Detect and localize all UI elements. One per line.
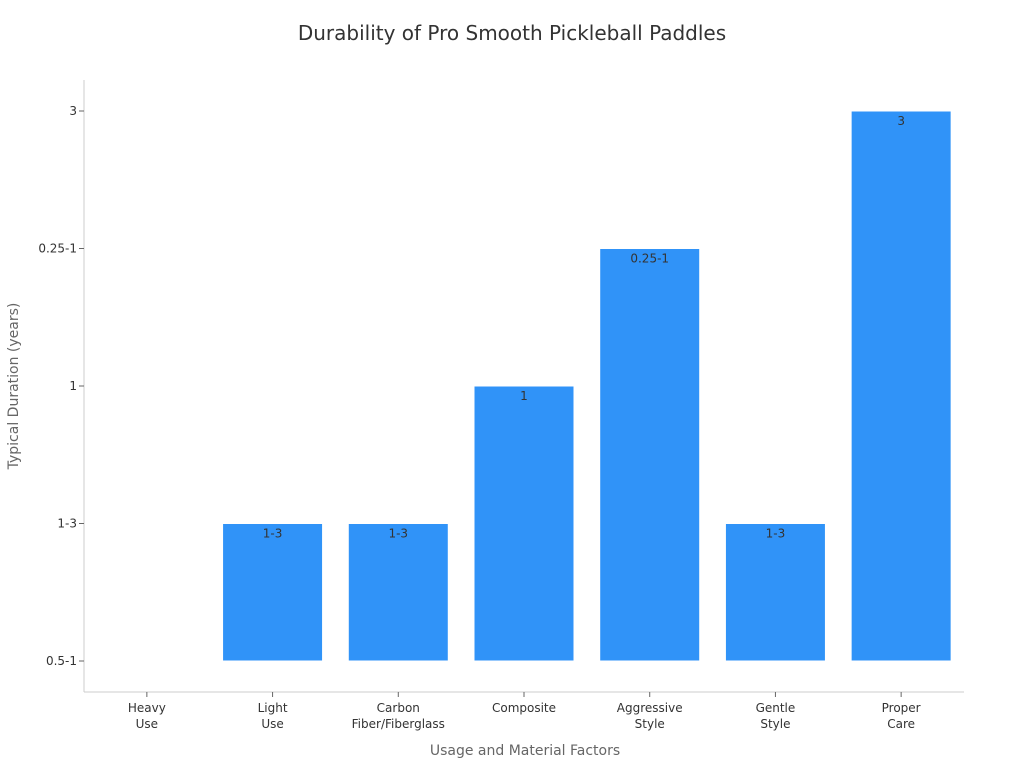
- x-tick-label: Aggressive Style: [617, 701, 683, 731]
- y-tick-label: 1-3: [57, 517, 77, 531]
- bar-data-label: 1-3: [388, 527, 408, 541]
- bar: [222, 523, 324, 662]
- bars-group: [222, 110, 952, 662]
- x-tick-label: Proper Care: [882, 701, 921, 731]
- x-tick-label: Heavy Use: [128, 701, 166, 731]
- x-ticks-group: Heavy Use Light Use Carbon Fiber/Fiberglass Co…: [128, 692, 921, 731]
- data-labels-group: 1-3 1-3 1 0.25-1 1-3 3: [263, 114, 905, 541]
- bar-data-label: 1-3: [766, 527, 786, 541]
- x-tick-label: Light Use: [258, 701, 288, 731]
- bar-data-label: 0.25-1: [630, 252, 669, 266]
- bar-data-label: 1: [520, 389, 528, 403]
- bar: [850, 110, 952, 662]
- x-tick-label: Gentle Style: [756, 701, 796, 731]
- bar: [724, 523, 826, 662]
- chart-title: Durability of Pro Smooth Pickleball Padd…: [298, 21, 726, 45]
- y-tick-label: 3: [69, 104, 77, 118]
- x-tick-label: Composite: [492, 701, 556, 715]
- y-ticks-group: 0.5-1 1-3 1 0.25-1 3: [38, 104, 84, 668]
- bar-data-label: 3: [897, 114, 905, 128]
- y-axis-label: Typical Duration (years): [6, 303, 22, 471]
- y-tick-label: 0.5-1: [46, 654, 77, 668]
- x-tick-label: Carbon Fiber/Fiberglass: [352, 701, 445, 731]
- bar: [599, 248, 701, 662]
- y-tick-label: 0.25-1: [38, 242, 77, 256]
- bar: [473, 385, 575, 662]
- bar: [347, 523, 449, 662]
- x-axis-label: Usage and Material Factors: [430, 743, 620, 759]
- bar-data-label: 1-3: [263, 527, 283, 541]
- y-tick-label: 1: [69, 379, 77, 393]
